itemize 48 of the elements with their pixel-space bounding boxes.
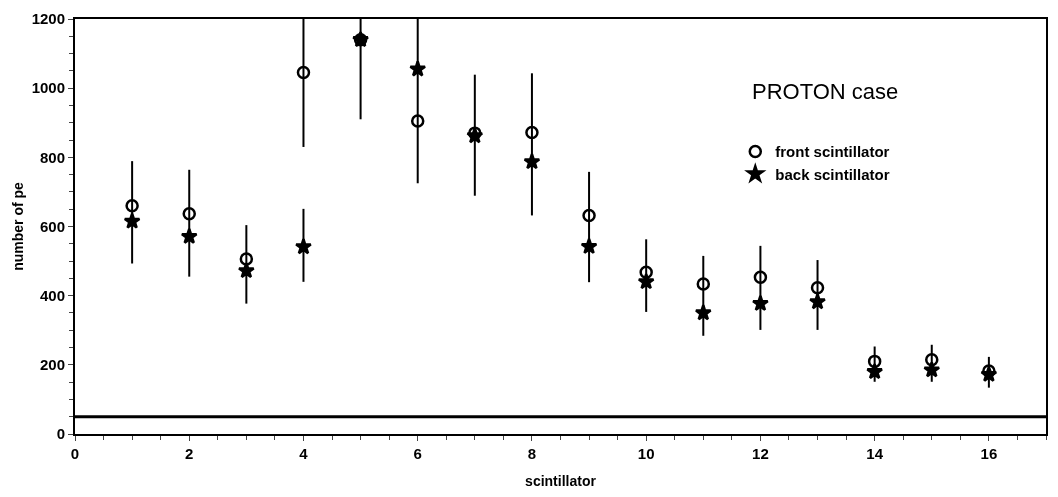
x-tick-label: 2: [185, 445, 194, 462]
point: [639, 265, 653, 279]
x-axis-title: scintillator: [525, 472, 597, 489]
point: [525, 125, 539, 140]
y-tick-label: 1200: [31, 10, 65, 28]
point: [753, 270, 768, 285]
point: [580, 237, 598, 255]
x-tick-label: 4: [299, 445, 309, 462]
point: [980, 365, 998, 382]
point: [123, 212, 141, 229]
x-tick-label: 0: [70, 445, 80, 462]
point: [237, 261, 255, 279]
y-tick-label: 0: [56, 425, 65, 443]
y-tick-label: 600: [39, 217, 65, 235]
point: [180, 227, 198, 245]
point: [409, 60, 427, 77]
y-tick-label: 400: [39, 286, 65, 304]
point: [923, 361, 941, 378]
point: [410, 114, 425, 128]
point: [808, 292, 827, 310]
x-tick-label: 14: [866, 445, 884, 462]
point: [866, 362, 884, 380]
x-tick-label: 10: [637, 445, 655, 462]
point: [696, 277, 711, 291]
x-tick-label: 16: [980, 445, 998, 462]
x-tick-label: 8: [527, 445, 537, 462]
legend-label: back scintillator: [775, 165, 890, 183]
point: [239, 252, 254, 266]
point: [294, 237, 313, 255]
point: [810, 280, 825, 295]
x-tick-label: 6: [413, 445, 422, 462]
point: [925, 352, 939, 367]
annotation: PROTON case: [752, 79, 899, 104]
x-tick-label: 12: [752, 445, 769, 462]
point: [296, 65, 311, 80]
point: [582, 208, 596, 223]
point: [125, 199, 139, 213]
point: [637, 272, 655, 290]
point: [867, 354, 882, 369]
legend-label: front scintillator: [775, 143, 890, 161]
point: [182, 206, 196, 221]
point: [694, 304, 712, 321]
y-tick-label: 1000: [31, 79, 65, 97]
y-axis-title: number of pe: [9, 181, 26, 271]
point: [751, 294, 769, 312]
point: [523, 152, 541, 170]
y-tick-label: 800: [39, 148, 65, 166]
y-tick-label: 200: [39, 356, 65, 374]
